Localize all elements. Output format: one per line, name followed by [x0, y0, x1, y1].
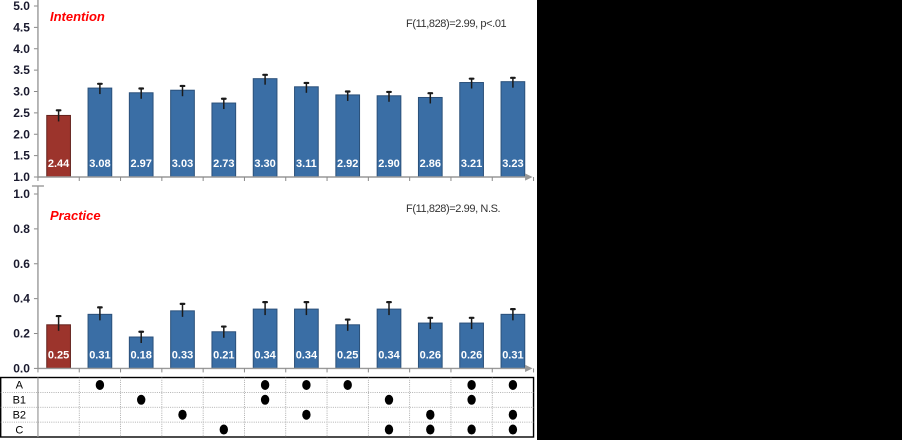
- svg-text:2.0: 2.0: [13, 127, 30, 141]
- svg-text:3.08: 3.08: [89, 158, 110, 170]
- svg-text:3.11: 3.11: [296, 158, 317, 170]
- svg-text:2.5: 2.5: [13, 106, 30, 120]
- svg-text:0.31: 0.31: [502, 349, 523, 361]
- svg-text:1.0: 1.0: [13, 170, 30, 184]
- svg-text:3.5: 3.5: [13, 63, 30, 77]
- svg-text:B2: B2: [13, 409, 26, 421]
- svg-text:0.34: 0.34: [296, 349, 318, 361]
- svg-text:2.90: 2.90: [378, 158, 399, 170]
- svg-text:4.0: 4.0: [13, 42, 30, 56]
- svg-text:0.26: 0.26: [420, 349, 441, 361]
- svg-text:4.5: 4.5: [13, 20, 30, 34]
- svg-text:0.25: 0.25: [337, 349, 358, 361]
- svg-text:0.34: 0.34: [254, 349, 276, 361]
- svg-text:0.18: 0.18: [130, 349, 151, 361]
- svg-text:0.4: 0.4: [13, 292, 30, 306]
- svg-text:0.2: 0.2: [13, 327, 30, 341]
- svg-text:0.8: 0.8: [13, 222, 30, 236]
- svg-text:0.33: 0.33: [172, 349, 193, 361]
- svg-text:3.03: 3.03: [172, 158, 193, 170]
- svg-text:3.23: 3.23: [502, 158, 523, 170]
- svg-text:3.21: 3.21: [461, 158, 482, 170]
- svg-text:3.30: 3.30: [254, 158, 275, 170]
- svg-text:1.0: 1.0: [13, 187, 30, 201]
- svg-text:2.92: 2.92: [337, 158, 358, 170]
- svg-text:5.0: 5.0: [13, 0, 30, 13]
- svg-text:2.73: 2.73: [213, 158, 234, 170]
- svg-text:0.26: 0.26: [461, 349, 482, 361]
- svg-text:0.21: 0.21: [213, 349, 234, 361]
- svg-text:0.25: 0.25: [48, 349, 69, 361]
- svg-text:A: A: [16, 380, 24, 392]
- svg-text:2.44: 2.44: [48, 158, 70, 170]
- svg-text:0.34: 0.34: [378, 349, 400, 361]
- svg-text:3.0: 3.0: [13, 85, 30, 99]
- svg-text:0.6: 0.6: [13, 257, 30, 271]
- svg-text:B1: B1: [13, 395, 26, 407]
- svg-text:0.31: 0.31: [89, 349, 110, 361]
- svg-text:2.97: 2.97: [130, 158, 151, 170]
- svg-text:1.5: 1.5: [13, 149, 30, 163]
- svg-text:0.0: 0.0: [13, 361, 30, 375]
- svg-text:2.86: 2.86: [420, 158, 441, 170]
- svg-text:C: C: [15, 424, 23, 436]
